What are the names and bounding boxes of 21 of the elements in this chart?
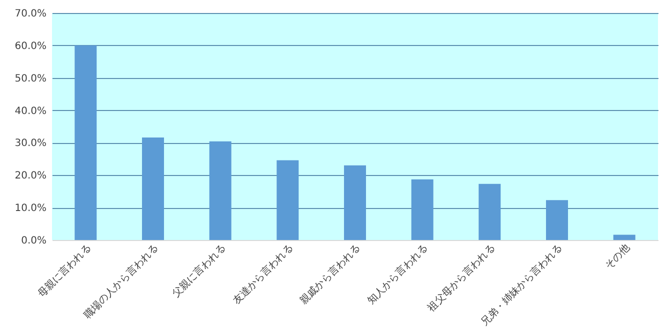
y-tick-label: 50.0%	[14, 73, 46, 84]
bar	[546, 200, 568, 240]
bar	[209, 141, 232, 240]
bar	[411, 179, 434, 240]
x-tick-label: その他	[602, 242, 632, 272]
bar	[276, 160, 299, 240]
bar	[74, 45, 97, 240]
x-tick-label: 親戚から言われる	[298, 242, 363, 307]
y-tick-label: 10.0%	[14, 203, 46, 214]
y-tick-label: 30.0%	[14, 138, 46, 150]
x-tick-label: 父親に言われる	[170, 242, 228, 300]
x-tick-label: 友達から言われる	[230, 242, 296, 307]
bar	[142, 138, 164, 240]
bar	[478, 184, 501, 240]
bar	[344, 165, 366, 240]
y-tick-label: 60.0%	[14, 40, 46, 52]
y-tick-label: 40.0%	[14, 106, 46, 117]
bar	[613, 234, 636, 240]
y-tick-label: 70.0%	[14, 8, 46, 20]
y-tick-label: 0.0%	[21, 236, 46, 246]
y-tick-label: 20.0%	[14, 170, 46, 182]
